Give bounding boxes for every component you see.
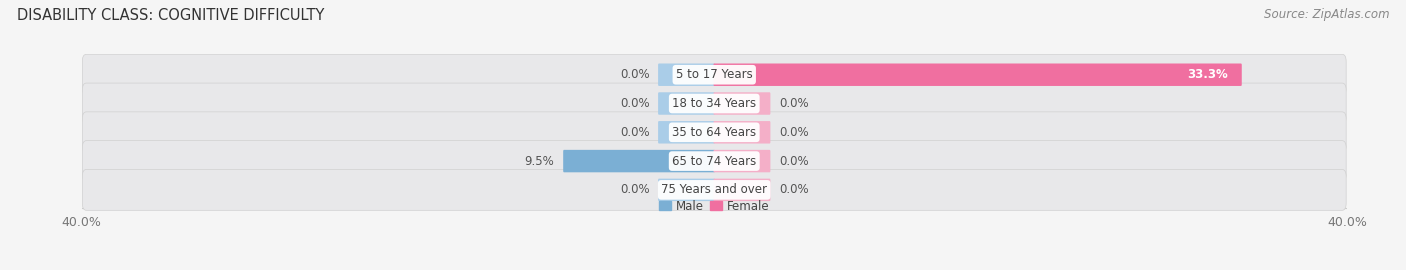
Legend: Male, Female: Male, Female	[654, 195, 775, 217]
Text: 0.0%: 0.0%	[620, 126, 650, 139]
Text: 0.0%: 0.0%	[779, 126, 808, 139]
Text: 0.0%: 0.0%	[620, 183, 650, 196]
Text: 33.3%: 33.3%	[1188, 68, 1229, 81]
FancyBboxPatch shape	[83, 170, 1346, 210]
Text: 0.0%: 0.0%	[620, 68, 650, 81]
FancyBboxPatch shape	[713, 179, 770, 201]
Text: 35 to 64 Years: 35 to 64 Years	[672, 126, 756, 139]
FancyBboxPatch shape	[83, 83, 1346, 124]
FancyBboxPatch shape	[658, 179, 716, 201]
Text: 0.0%: 0.0%	[779, 155, 808, 168]
Text: 75 Years and over: 75 Years and over	[661, 183, 768, 196]
FancyBboxPatch shape	[564, 150, 716, 172]
Text: 5 to 17 Years: 5 to 17 Years	[676, 68, 752, 81]
FancyBboxPatch shape	[83, 54, 1346, 95]
Text: 0.0%: 0.0%	[779, 183, 808, 196]
Text: 65 to 74 Years: 65 to 74 Years	[672, 155, 756, 168]
FancyBboxPatch shape	[658, 63, 716, 86]
FancyBboxPatch shape	[713, 121, 770, 144]
Text: DISABILITY CLASS: COGNITIVE DIFFICULTY: DISABILITY CLASS: COGNITIVE DIFFICULTY	[17, 8, 325, 23]
Text: Source: ZipAtlas.com: Source: ZipAtlas.com	[1264, 8, 1389, 21]
FancyBboxPatch shape	[658, 92, 716, 115]
Text: 0.0%: 0.0%	[779, 97, 808, 110]
Text: 18 to 34 Years: 18 to 34 Years	[672, 97, 756, 110]
FancyBboxPatch shape	[713, 150, 770, 172]
FancyBboxPatch shape	[83, 112, 1346, 153]
FancyBboxPatch shape	[83, 141, 1346, 181]
FancyBboxPatch shape	[658, 121, 716, 144]
Text: 9.5%: 9.5%	[524, 155, 554, 168]
Text: 0.0%: 0.0%	[620, 97, 650, 110]
FancyBboxPatch shape	[713, 63, 1241, 86]
FancyBboxPatch shape	[713, 92, 770, 115]
